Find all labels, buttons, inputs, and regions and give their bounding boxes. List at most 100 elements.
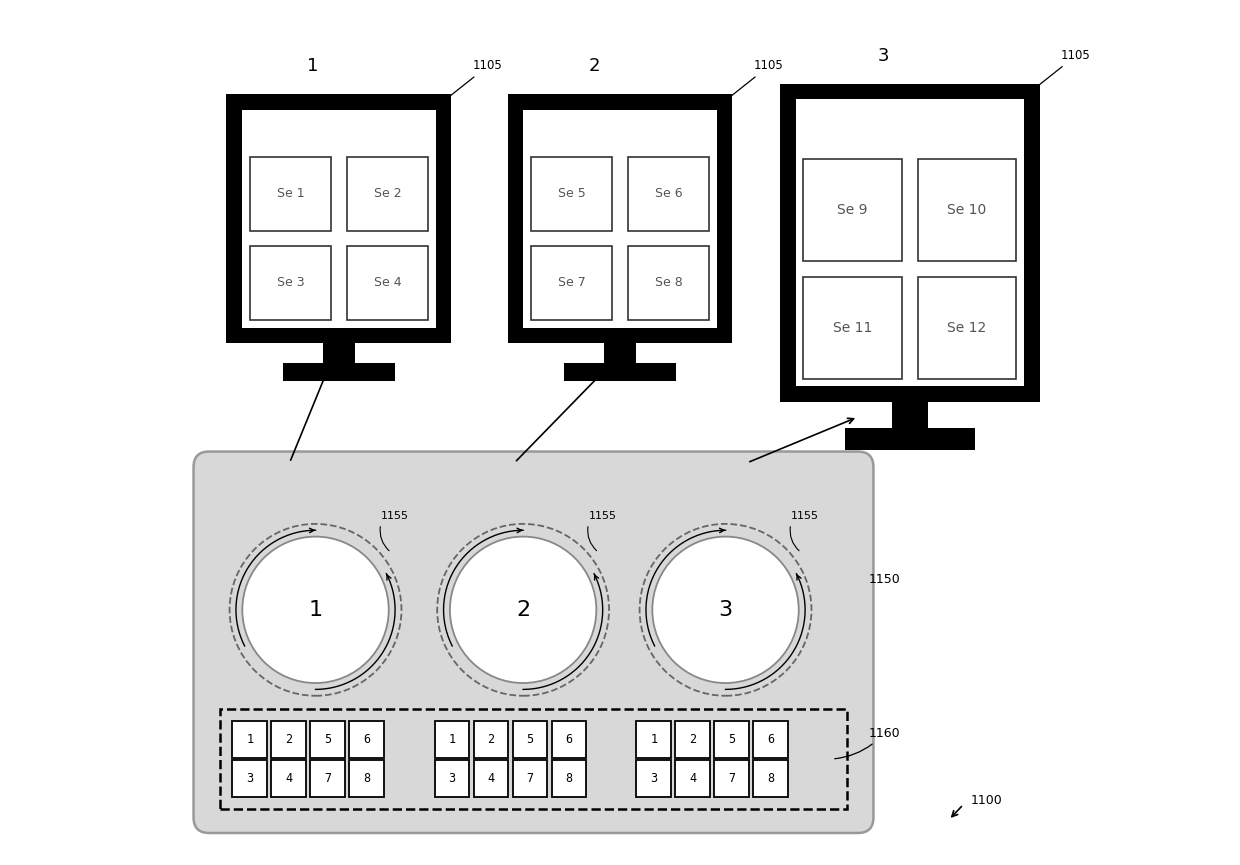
FancyBboxPatch shape xyxy=(844,428,975,450)
Text: 4: 4 xyxy=(689,772,696,785)
FancyBboxPatch shape xyxy=(523,110,717,328)
Text: Se 11: Se 11 xyxy=(833,321,873,335)
Text: 1105: 1105 xyxy=(730,60,784,97)
Text: Se 12: Se 12 xyxy=(947,321,987,335)
FancyBboxPatch shape xyxy=(232,760,267,797)
Text: Se 6: Se 6 xyxy=(655,187,682,200)
FancyBboxPatch shape xyxy=(753,721,787,758)
Text: 1160: 1160 xyxy=(835,727,900,759)
Text: 6: 6 xyxy=(768,733,774,746)
FancyBboxPatch shape xyxy=(714,760,749,797)
FancyBboxPatch shape xyxy=(552,721,587,758)
FancyBboxPatch shape xyxy=(513,760,547,797)
FancyBboxPatch shape xyxy=(272,721,306,758)
FancyBboxPatch shape xyxy=(232,721,267,758)
FancyBboxPatch shape xyxy=(347,157,428,230)
FancyBboxPatch shape xyxy=(918,159,1016,261)
Text: 8: 8 xyxy=(768,772,774,785)
Text: 3: 3 xyxy=(650,772,657,785)
FancyBboxPatch shape xyxy=(249,157,331,230)
FancyBboxPatch shape xyxy=(804,159,901,261)
Text: 7: 7 xyxy=(527,772,533,785)
Text: 8: 8 xyxy=(363,772,370,785)
Text: 1: 1 xyxy=(449,733,456,746)
Text: 2: 2 xyxy=(487,733,495,746)
Text: 1: 1 xyxy=(309,599,322,620)
Text: 4: 4 xyxy=(285,772,293,785)
FancyBboxPatch shape xyxy=(474,760,508,797)
Text: 5: 5 xyxy=(728,733,735,746)
FancyBboxPatch shape xyxy=(714,721,749,758)
Circle shape xyxy=(229,524,402,695)
FancyBboxPatch shape xyxy=(531,157,613,230)
FancyBboxPatch shape xyxy=(310,760,345,797)
Text: 1: 1 xyxy=(247,733,253,746)
FancyBboxPatch shape xyxy=(242,110,435,328)
FancyBboxPatch shape xyxy=(796,99,1024,387)
Text: 2: 2 xyxy=(285,733,293,746)
FancyBboxPatch shape xyxy=(892,400,928,428)
Text: Se 10: Se 10 xyxy=(947,203,987,217)
FancyBboxPatch shape xyxy=(627,157,709,230)
FancyBboxPatch shape xyxy=(753,760,787,797)
Text: 3: 3 xyxy=(878,47,889,65)
FancyBboxPatch shape xyxy=(804,277,901,379)
Text: 1155: 1155 xyxy=(791,510,818,521)
FancyBboxPatch shape xyxy=(604,342,636,363)
FancyBboxPatch shape xyxy=(193,452,873,833)
FancyBboxPatch shape xyxy=(627,246,709,320)
Text: Se 9: Se 9 xyxy=(837,203,868,217)
FancyBboxPatch shape xyxy=(227,94,451,343)
Text: 1150: 1150 xyxy=(868,573,900,586)
FancyBboxPatch shape xyxy=(474,721,508,758)
Text: Se 8: Se 8 xyxy=(655,277,682,290)
FancyBboxPatch shape xyxy=(564,363,676,381)
Circle shape xyxy=(652,536,799,683)
FancyBboxPatch shape xyxy=(435,721,470,758)
FancyBboxPatch shape xyxy=(435,760,470,797)
FancyBboxPatch shape xyxy=(513,721,547,758)
Text: 5: 5 xyxy=(324,733,331,746)
Text: 1: 1 xyxy=(650,733,657,746)
FancyBboxPatch shape xyxy=(310,721,345,758)
FancyBboxPatch shape xyxy=(636,721,671,758)
Text: Se 4: Se 4 xyxy=(373,277,401,290)
Text: 3: 3 xyxy=(449,772,456,785)
Text: Se 2: Se 2 xyxy=(373,187,401,200)
FancyBboxPatch shape xyxy=(219,709,847,809)
FancyBboxPatch shape xyxy=(676,721,711,758)
FancyBboxPatch shape xyxy=(350,721,384,758)
Circle shape xyxy=(438,524,609,695)
FancyBboxPatch shape xyxy=(283,363,396,381)
Text: 2: 2 xyxy=(516,599,531,620)
Text: 1105: 1105 xyxy=(449,60,502,97)
Text: 2: 2 xyxy=(588,57,600,75)
Text: 6: 6 xyxy=(363,733,370,746)
FancyBboxPatch shape xyxy=(780,84,1039,402)
FancyBboxPatch shape xyxy=(272,760,306,797)
FancyBboxPatch shape xyxy=(918,277,1016,379)
Circle shape xyxy=(640,524,811,695)
FancyBboxPatch shape xyxy=(531,246,613,320)
Text: 2: 2 xyxy=(689,733,696,746)
Text: 1: 1 xyxy=(308,57,319,75)
Text: 5: 5 xyxy=(527,733,533,746)
Circle shape xyxy=(450,536,596,683)
Text: 1155: 1155 xyxy=(588,510,616,521)
Text: 8: 8 xyxy=(565,772,573,785)
Text: 7: 7 xyxy=(324,772,331,785)
Text: 1155: 1155 xyxy=(381,510,409,521)
FancyBboxPatch shape xyxy=(347,246,428,320)
FancyBboxPatch shape xyxy=(676,760,711,797)
FancyBboxPatch shape xyxy=(636,760,671,797)
FancyBboxPatch shape xyxy=(552,760,587,797)
Text: Se 3: Se 3 xyxy=(277,277,304,290)
Text: 3: 3 xyxy=(718,599,733,620)
Text: 1105: 1105 xyxy=(1038,49,1091,86)
Text: Se 7: Se 7 xyxy=(558,277,585,290)
Text: 7: 7 xyxy=(728,772,735,785)
Text: 1100: 1100 xyxy=(971,793,1002,807)
Text: 3: 3 xyxy=(247,772,253,785)
FancyBboxPatch shape xyxy=(350,760,384,797)
Text: 4: 4 xyxy=(487,772,495,785)
